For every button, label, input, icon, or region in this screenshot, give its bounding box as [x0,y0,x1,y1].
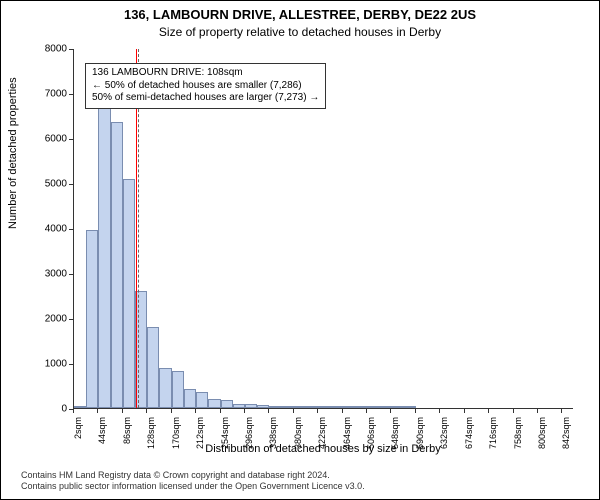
y-tick-label: 5000 [7,179,67,190]
x-tick-label: 842sqm [561,417,571,457]
histogram-bar [159,368,171,409]
x-tick-mark [342,409,343,413]
histogram-bar [147,327,159,408]
histogram-bar [123,179,135,409]
histogram-bar [135,291,147,408]
histogram-bar [86,230,98,408]
histogram-bar [282,406,294,408]
chart-container: 136, LAMBOURN DRIVE, ALLESTREE, DERBY, D… [0,0,600,500]
y-tick-label: 8000 [7,44,67,55]
histogram-bar [318,406,330,408]
x-tick-label: 128sqm [146,417,156,457]
histogram-bar [269,406,281,408]
chart-title: 136, LAMBOURN DRIVE, ALLESTREE, DERBY, D… [1,7,599,22]
x-tick-mark [537,409,538,413]
annotation-box: 136 LAMBOURN DRIVE: 108sqm← 50% of detac… [85,63,326,109]
x-tick-label: 2sqm [73,417,83,457]
x-tick-mark [171,409,172,413]
histogram-bar [343,406,355,408]
y-tick-label: 4000 [7,224,67,235]
y-tick-label: 2000 [7,314,67,325]
y-tick-mark [69,184,73,185]
histogram-bar [404,406,416,408]
x-tick-mark [220,409,221,413]
x-tick-label: 590sqm [415,417,425,457]
histogram-bar [196,392,208,408]
histogram-bar [294,406,306,408]
annotation-line: 136 LAMBOURN DRIVE: 108sqm [92,67,319,80]
x-tick-mark [97,409,98,413]
y-tick-mark [69,94,73,95]
histogram-bar [379,406,391,408]
x-tick-label: 44sqm [97,417,107,457]
x-tick-label: 212sqm [195,417,205,457]
x-tick-label: 296sqm [244,417,254,457]
x-tick-mark [464,409,465,413]
credits-line-1: Contains HM Land Registry data © Crown c… [21,470,365,482]
annotation-line: ← 50% of detached houses are smaller (7,… [92,80,319,93]
x-tick-mark [293,409,294,413]
x-tick-label: 548sqm [390,417,400,457]
histogram-bar [208,399,220,408]
x-tick-mark [415,409,416,413]
y-tick-label: 0 [7,404,67,415]
x-tick-label: 380sqm [293,417,303,457]
histogram-bar [355,406,367,408]
x-tick-mark [195,409,196,413]
y-tick-label: 1000 [7,359,67,370]
histogram-bar [245,404,257,408]
histogram-bar [184,389,196,408]
x-tick-mark [73,409,74,413]
histogram-bar [221,400,233,408]
y-tick-mark [69,139,73,140]
histogram-bar [172,371,184,408]
x-tick-mark [146,409,147,413]
y-tick-mark [69,49,73,50]
credits: Contains HM Land Registry data © Crown c… [21,470,365,493]
x-tick-mark [390,409,391,413]
y-tick-mark [69,364,73,365]
x-tick-mark [122,409,123,413]
x-tick-mark [317,409,318,413]
x-tick-mark [366,409,367,413]
histogram-bar [74,406,86,408]
x-tick-label: 338sqm [268,417,278,457]
histogram-bar [111,122,123,408]
histogram-bar [233,404,245,408]
histogram-bar [367,406,379,408]
x-tick-label: 422sqm [317,417,327,457]
y-tick-mark [69,229,73,230]
x-tick-mark [488,409,489,413]
x-tick-label: 758sqm [513,417,523,457]
histogram-bar [306,406,318,408]
x-tick-label: 86sqm [122,417,132,457]
x-tick-mark [561,409,562,413]
histogram-bar [98,102,110,408]
x-tick-label: 506sqm [366,417,376,457]
x-tick-mark [268,409,269,413]
y-tick-label: 6000 [7,134,67,145]
x-tick-label: 170sqm [171,417,181,457]
histogram-bar [330,406,342,408]
x-tick-label: 464sqm [342,417,352,457]
x-tick-mark [513,409,514,413]
histogram-bar [391,406,403,408]
y-axis-label: Number of detached properties [7,77,19,229]
credits-line-2: Contains public sector information licen… [21,481,365,493]
x-tick-label: 800sqm [537,417,547,457]
x-tick-label: 632sqm [439,417,449,457]
x-tick-label: 716sqm [488,417,498,457]
histogram-bar [257,405,269,408]
x-tick-mark [244,409,245,413]
y-tick-label: 3000 [7,269,67,280]
y-tick-mark [69,274,73,275]
chart-subtitle: Size of property relative to detached ho… [1,25,599,39]
y-tick-mark [69,319,73,320]
y-tick-label: 7000 [7,89,67,100]
x-tick-label: 254sqm [220,417,230,457]
x-tick-label: 674sqm [464,417,474,457]
annotation-line: 50% of semi-detached houses are larger (… [92,92,319,105]
x-tick-mark [439,409,440,413]
